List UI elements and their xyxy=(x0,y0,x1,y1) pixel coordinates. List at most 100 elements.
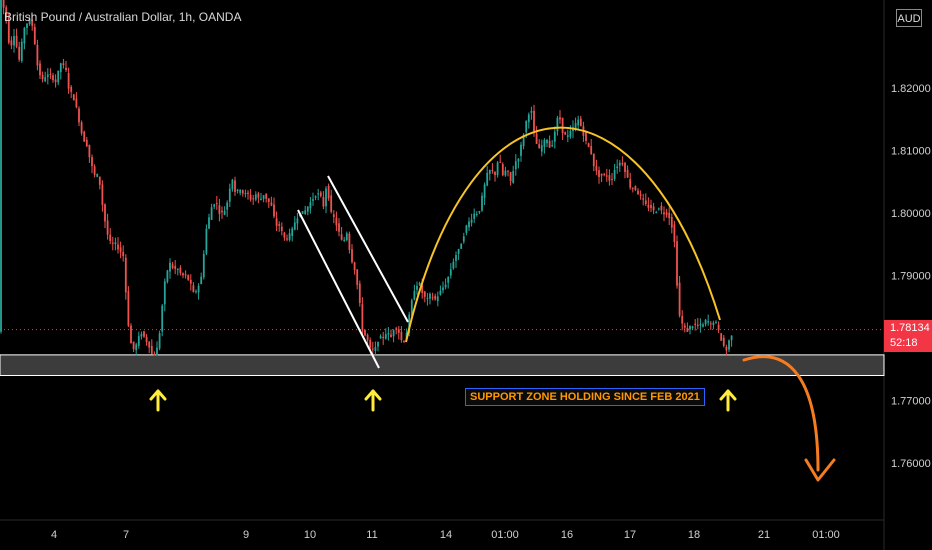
candle-body xyxy=(681,315,684,324)
candle-body xyxy=(634,186,637,190)
candle-body xyxy=(452,261,455,269)
last-price-tag: 1.78134 52:18 xyxy=(884,320,932,352)
candle-body xyxy=(158,333,161,349)
candle-body xyxy=(260,198,262,200)
candle-body xyxy=(418,282,421,285)
candle-body xyxy=(429,293,431,299)
candle-body xyxy=(286,238,288,240)
candle-body xyxy=(28,18,31,25)
support-up-arrow-head xyxy=(149,389,167,401)
candle-body xyxy=(475,213,478,215)
candle-body xyxy=(673,224,676,242)
candle-body xyxy=(462,236,465,242)
candle-body xyxy=(343,239,346,241)
candle-body xyxy=(72,94,75,101)
candle-body xyxy=(423,291,426,297)
candle-body xyxy=(31,20,34,26)
candle-body xyxy=(499,161,502,163)
candle-body xyxy=(10,40,13,46)
candle-body xyxy=(153,354,156,356)
candle-body xyxy=(481,195,483,211)
candle-body xyxy=(15,35,18,47)
candle-body xyxy=(629,179,632,188)
support-up-arrow xyxy=(149,389,167,412)
candle-body xyxy=(655,212,658,214)
candle-body xyxy=(78,108,80,123)
candle-body xyxy=(23,28,26,44)
candle-body xyxy=(18,46,21,60)
time-axis-label: 11 xyxy=(366,529,377,541)
candle-body xyxy=(163,281,166,305)
candle-body xyxy=(330,195,333,212)
time-axis-label: 9 xyxy=(243,529,249,541)
candle-body xyxy=(197,285,200,293)
candle-body xyxy=(496,162,499,176)
candle-body xyxy=(579,118,582,126)
candle-body xyxy=(683,325,686,328)
currency-button[interactable]: AUD xyxy=(896,9,922,27)
candle-body xyxy=(278,224,281,226)
candle-body xyxy=(715,321,717,323)
candle-body xyxy=(213,204,216,207)
candle-body xyxy=(257,193,260,198)
candle-body xyxy=(491,169,494,172)
candle-body xyxy=(54,79,57,83)
candle-body xyxy=(231,179,234,190)
candle-body xyxy=(551,145,554,147)
candle-body xyxy=(176,269,179,271)
candle-body xyxy=(275,218,278,226)
candle-body xyxy=(712,322,715,325)
candle-body xyxy=(553,131,556,142)
time-axis-label: 01:00 xyxy=(491,529,519,541)
candle-body xyxy=(174,265,177,269)
candle-body xyxy=(434,295,437,300)
candle-body xyxy=(626,169,629,178)
candle-body xyxy=(509,172,512,182)
time-axis-label: 4 xyxy=(51,529,57,541)
candle-body xyxy=(403,340,405,342)
candle-body xyxy=(361,304,364,331)
support-zone-label: SUPPORT ZONE HOLDING SINCE FEB 2021 xyxy=(465,388,705,406)
candle-body xyxy=(332,214,335,218)
candle-body xyxy=(132,341,135,350)
candle-body xyxy=(592,153,595,167)
candle-body xyxy=(725,346,728,351)
candle-body xyxy=(374,346,377,351)
candle-body xyxy=(314,196,317,198)
candle-body xyxy=(187,275,190,280)
candle-body xyxy=(351,249,353,263)
price-axis-label: 1.76000 xyxy=(891,458,931,470)
candle-body xyxy=(387,333,390,335)
candle-body xyxy=(111,242,114,244)
candle-body xyxy=(5,7,8,18)
candle-body xyxy=(223,210,226,215)
candle-body xyxy=(226,202,229,210)
candle-body xyxy=(704,319,707,325)
candle-body xyxy=(663,212,665,215)
candle-body xyxy=(392,330,395,337)
candle-body xyxy=(689,325,691,330)
candle-body xyxy=(52,75,54,81)
candle-body xyxy=(574,123,577,130)
candle-body xyxy=(265,193,268,199)
candle-body xyxy=(616,166,619,169)
candle-body xyxy=(41,74,44,80)
candle-body xyxy=(179,267,182,274)
candle-body xyxy=(504,170,507,176)
candle-body xyxy=(668,212,671,219)
candle-body xyxy=(691,326,694,329)
candle-body xyxy=(252,198,255,200)
candle-body xyxy=(527,114,530,123)
time-axis-label: 21 xyxy=(758,529,770,541)
candle-body xyxy=(59,63,62,73)
support-up-arrow xyxy=(719,389,737,412)
candle-body xyxy=(728,340,730,350)
candle-body xyxy=(267,198,270,203)
candle-body xyxy=(707,321,710,323)
candle-body xyxy=(377,342,379,347)
candle-body xyxy=(20,41,23,62)
support-up-arrow-head xyxy=(719,389,737,401)
candle-body xyxy=(730,335,733,341)
candle-body xyxy=(665,212,668,215)
